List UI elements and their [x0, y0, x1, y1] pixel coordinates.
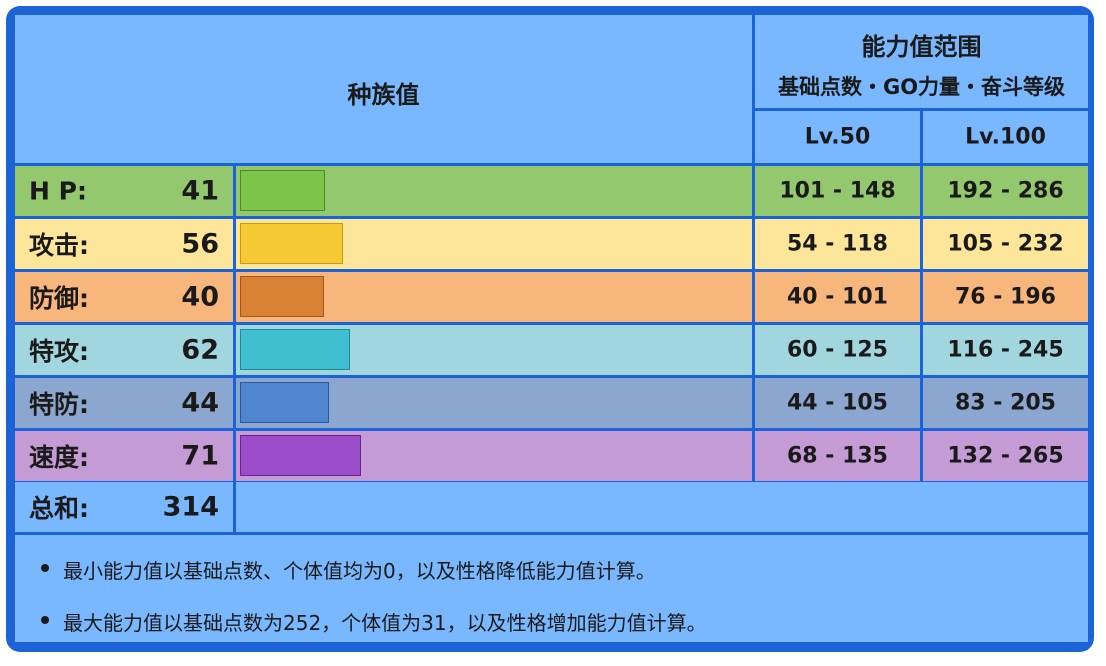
stat-label-cell: 防御: 40	[15, 272, 233, 322]
range-lv100: 116 - 245	[947, 337, 1064, 363]
stats-table: 种族值 能力值范围 基础点数・GO力量・奋斗等级 Lv.50 Lv.100 H …	[6, 6, 1094, 652]
total-label-cell: 总和: 314	[15, 482, 233, 532]
stat-bar	[240, 276, 324, 317]
note-min: 最小能力值以基础点数、个体值均为0，以及性格降低能力值计算。	[63, 559, 656, 583]
range-lv100: 83 - 205	[954, 390, 1056, 416]
stat-bar-cell	[236, 272, 752, 322]
stat-label: H P:	[29, 176, 87, 206]
stat-bar-cell	[236, 325, 752, 375]
range-lv100: 132 - 265	[947, 443, 1064, 469]
stat-bar-cell	[236, 166, 752, 216]
stat-bar	[240, 382, 329, 423]
range-lv50: 40 - 101	[786, 284, 888, 310]
notes-section: 最小能力值以基础点数、个体值均为0，以及性格降低能力值计算。 最大能力值以基础点…	[15, 535, 1088, 642]
range-lv50-cell: 54 - 118	[755, 219, 920, 269]
stat-bar-cell	[236, 219, 752, 269]
stat-value: 62	[181, 334, 219, 366]
stat-label-cell: 攻击: 56	[15, 219, 233, 269]
stat-label-cell: 特攻: 62	[15, 325, 233, 375]
range-lv50: 54 - 118	[786, 231, 888, 257]
stat-label-cell: H P: 41	[15, 166, 233, 216]
range-lv100: 76 - 196	[954, 284, 1056, 310]
range-lv100-cell: 83 - 205	[923, 378, 1088, 428]
range-lv50: 44 - 105	[786, 390, 888, 416]
range-lv100-cell: 76 - 196	[923, 272, 1088, 322]
lv50-header: Lv.50	[755, 111, 920, 163]
stat-bar-cell	[236, 378, 752, 428]
range-lv100-cell: 132 - 265	[923, 431, 1088, 481]
bullet-icon	[41, 616, 49, 624]
stat-value: 44	[181, 387, 219, 419]
stat-value: 71	[181, 440, 219, 472]
stat-value: 41	[181, 175, 219, 207]
stat-label: 攻击:	[29, 231, 89, 260]
range-lv100-cell: 105 - 232	[923, 219, 1088, 269]
stat-label-cell: 速度: 71	[15, 431, 233, 481]
range-lv100-cell: 116 - 245	[923, 325, 1088, 375]
bullet-icon	[41, 564, 49, 572]
lv100-header: Lv.100	[923, 111, 1088, 163]
stat-bar	[240, 223, 344, 264]
total-empty-cell	[236, 482, 1088, 532]
range-lv50: 101 - 148	[779, 178, 896, 204]
base-stats-header: 种族值	[15, 15, 752, 163]
range-lv50-cell: 40 - 101	[755, 272, 920, 322]
stat-label: 速度:	[29, 443, 89, 472]
stat-bar	[240, 170, 326, 211]
stat-value: 40	[181, 281, 219, 313]
lv100-label: Lv.100	[965, 124, 1046, 150]
stat-bar	[240, 435, 362, 476]
range-lv50-cell: 68 - 135	[755, 431, 920, 481]
range-lv50-cell: 60 - 125	[755, 325, 920, 375]
range-title: 能力值范围	[861, 33, 982, 61]
range-lv100: 105 - 232	[947, 231, 1064, 257]
note-max: 最大能力值以基础点数为252，个体值为31，以及性格增加能力值计算。	[63, 611, 707, 635]
range-lv50: 68 - 135	[786, 443, 888, 469]
range-lv50: 60 - 125	[786, 337, 888, 363]
range-header: 能力值范围 基础点数・GO力量・奋斗等级	[755, 15, 1088, 108]
base-stats-title: 种族值	[347, 81, 420, 109]
lv50-label: Lv.50	[804, 124, 871, 150]
stat-label: 特防:	[29, 390, 89, 419]
stat-label: 特攻:	[29, 337, 89, 366]
range-lv50-cell: 44 - 105	[755, 378, 920, 428]
range-subtitle: 基础点数・GO力量・奋斗等级	[777, 75, 1066, 99]
total-label: 总和:	[29, 494, 89, 523]
range-lv50-cell: 101 - 148	[755, 166, 920, 216]
range-lv100-cell: 192 - 286	[923, 166, 1088, 216]
stat-label: 防御:	[29, 284, 89, 313]
stat-bar-cell	[236, 431, 752, 481]
range-lv100: 192 - 286	[947, 178, 1064, 204]
stat-label-cell: 特防: 44	[15, 378, 233, 428]
total-value: 314	[162, 491, 219, 523]
stat-value: 56	[181, 228, 219, 260]
stat-bar	[240, 329, 351, 370]
